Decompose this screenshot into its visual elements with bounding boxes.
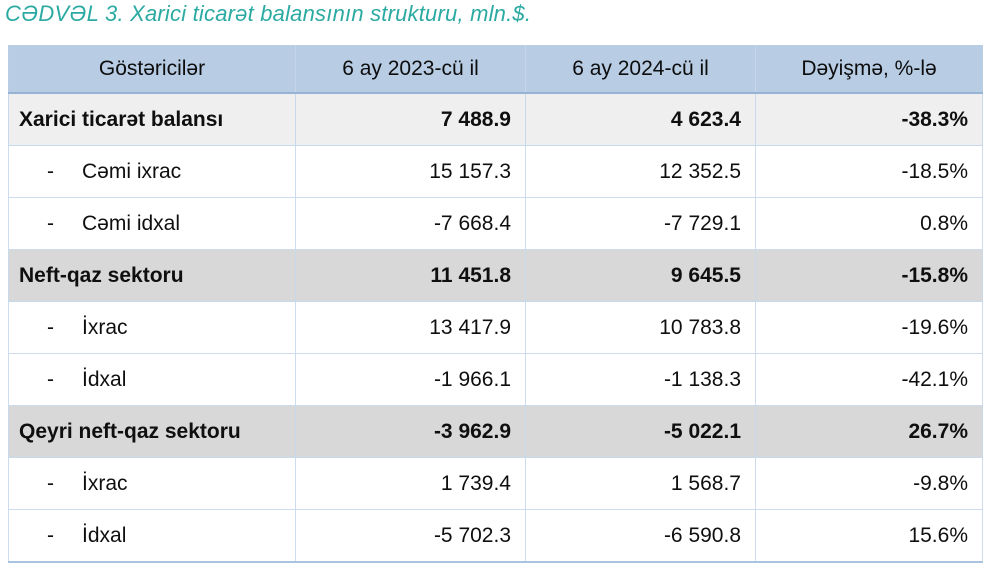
table-row: - İdxal -1 966.1 -1 138.3 -42.1% xyxy=(8,353,983,406)
list-dash: - xyxy=(47,315,54,339)
change-pct-cell: 26.7% xyxy=(755,405,983,458)
value-2024-cell: -5 022.1 xyxy=(525,405,756,458)
value-2024-cell: 1 568.7 xyxy=(525,457,756,510)
indicator-cell: - Cəmi idxal xyxy=(8,197,296,250)
indicator-cell: - İdxal xyxy=(8,353,296,406)
list-dash: - xyxy=(47,211,54,235)
row-label: Cəmi ixrac xyxy=(82,159,182,183)
value-2024-cell: 10 783.8 xyxy=(525,301,756,354)
indicator-cell: - İxrac xyxy=(8,301,296,354)
indicator-cell: -Xarici ticarət balansı xyxy=(8,92,296,146)
row-label: Xarici ticarət balansı xyxy=(19,107,224,131)
change-pct-cell: 0.8% xyxy=(755,197,983,250)
header-row: Göstəricilər 6 ay 2023-cü il 6 ay 2024-c… xyxy=(8,45,983,94)
page-title: CƏDVƏL 3. Xarici ticarət balansının stru… xyxy=(5,1,532,26)
row-label: Qeyri neft-qaz sektoru xyxy=(19,419,241,443)
row-label: İdxal xyxy=(82,523,127,547)
change-pct-cell: -9.8% xyxy=(755,457,983,510)
table-row: -Xarici ticarət balansı 7 488.9 4 623.4 … xyxy=(8,92,983,146)
col-header-change-pct: Dəyişmə, %-lə xyxy=(755,45,983,94)
change-pct-cell: 15.6% xyxy=(755,509,983,563)
change-pct-cell: -42.1% xyxy=(755,353,983,406)
value-2023-cell: 13 417.9 xyxy=(295,301,526,354)
value-2023-cell: -3 962.9 xyxy=(295,405,526,458)
value-2023-cell: -7 668.4 xyxy=(295,197,526,250)
row-label: İxrac xyxy=(82,471,128,495)
table-row: -Qeyri neft-qaz sektoru -3 962.9 -5 022.… xyxy=(8,405,983,458)
col-header-6m-2024: 6 ay 2024-cü il xyxy=(525,45,756,94)
value-2023-cell: 7 488.9 xyxy=(295,92,526,146)
change-pct-cell: -19.6% xyxy=(755,301,983,354)
value-2023-cell: -1 966.1 xyxy=(295,353,526,406)
value-2024-cell: -6 590.8 xyxy=(525,509,756,563)
row-label: İxrac xyxy=(82,315,128,339)
value-2023-cell: 15 157.3 xyxy=(295,145,526,198)
change-pct-cell: -15.8% xyxy=(755,249,983,302)
col-header-indicators: Göstəricilər xyxy=(8,45,296,94)
value-2024-cell: 9 645.5 xyxy=(525,249,756,302)
list-dash: - xyxy=(47,471,54,495)
value-2024-cell: -7 729.1 xyxy=(525,197,756,250)
list-dash: - xyxy=(47,159,54,183)
table-row: - İxrac 13 417.9 10 783.8 -19.6% xyxy=(8,301,983,354)
indicator-cell: -Qeyri neft-qaz sektoru xyxy=(8,405,296,458)
value-2023-cell: 11 451.8 xyxy=(295,249,526,302)
row-label: Cəmi idxal xyxy=(82,211,181,235)
change-pct-cell: -38.3% xyxy=(755,92,983,146)
col-header-6m-2023: 6 ay 2023-cü il xyxy=(295,45,526,94)
value-2024-cell: 12 352.5 xyxy=(525,145,756,198)
trade-balance-table: Göstəricilər 6 ay 2023-cü il 6 ay 2024-c… xyxy=(8,45,983,563)
row-label: İdxal xyxy=(82,367,127,391)
change-pct-cell: -18.5% xyxy=(755,145,983,198)
value-2023-cell: -5 702.3 xyxy=(295,509,526,563)
table-row: - Cəmi idxal -7 668.4 -7 729.1 0.8% xyxy=(8,197,983,250)
indicator-cell: - İxrac xyxy=(8,457,296,510)
value-2023-cell: 1 739.4 xyxy=(295,457,526,510)
table-row: - İdxal -5 702.3 -6 590.8 15.6% xyxy=(8,509,983,563)
list-dash: - xyxy=(47,523,54,547)
indicator-cell: - Cəmi ixrac xyxy=(8,145,296,198)
list-dash: - xyxy=(47,367,54,391)
table-row: -Neft-qaz sektoru 11 451.8 9 645.5 -15.8… xyxy=(8,249,983,302)
row-label: Neft-qaz sektoru xyxy=(19,263,184,287)
table-row: - İxrac 1 739.4 1 568.7 -9.8% xyxy=(8,457,983,510)
value-2024-cell: -1 138.3 xyxy=(525,353,756,406)
value-2024-cell: 4 623.4 xyxy=(525,92,756,146)
indicator-cell: -Neft-qaz sektoru xyxy=(8,249,296,302)
table-row: - Cəmi ixrac 15 157.3 12 352.5 -18.5% xyxy=(8,145,983,198)
indicator-cell: - İdxal xyxy=(8,509,296,563)
